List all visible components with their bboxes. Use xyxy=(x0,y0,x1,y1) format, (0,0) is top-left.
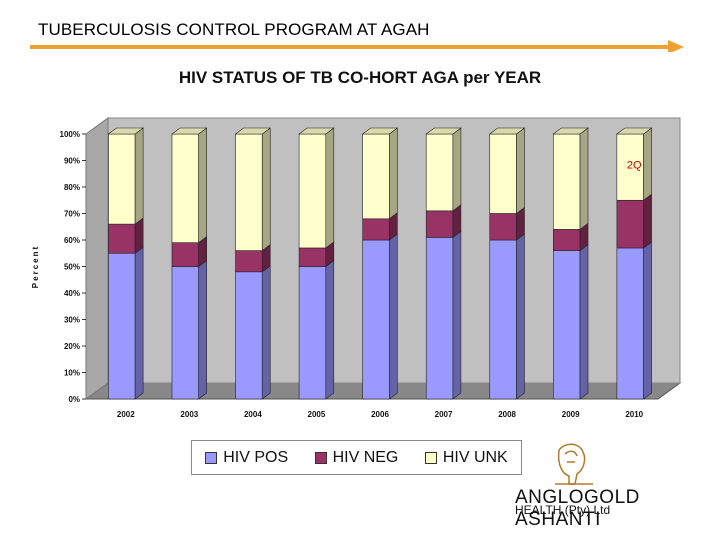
bar-segment xyxy=(553,229,581,251)
bar-segment xyxy=(425,210,454,238)
bar-segment xyxy=(489,239,517,400)
x-tick-label: 2006 xyxy=(371,410,389,419)
company-name-part1: ANGLOGOLD xyxy=(515,487,640,508)
legend-item-hiv-unk: HIV UNK xyxy=(424,448,508,467)
bar-top xyxy=(107,127,145,135)
bar-chart: 0% 10% 20% 30% 40% 50% 60% 70% 80% 90% 100% Percent… xyxy=(31,117,682,419)
y-tick-label: 90% xyxy=(64,157,80,166)
bar-segment xyxy=(489,133,517,214)
bar-top xyxy=(552,127,589,135)
bar-segment xyxy=(171,266,199,400)
x-tick-label: 2005 xyxy=(308,410,326,419)
bar-segment xyxy=(108,133,136,225)
bar-segment-side xyxy=(452,127,462,212)
bar-segment-side xyxy=(261,127,271,252)
legend-label: HIV POS xyxy=(223,448,289,466)
bar-top xyxy=(425,127,462,135)
page-title: TUBERCULOSIS CONTROL PROGRAM AT AGAH xyxy=(38,20,430,39)
x-tick-label: 2008 xyxy=(498,410,516,419)
company-name: ANGLOGOLD ASHANTI xyxy=(515,487,720,531)
bar-segment xyxy=(362,239,390,400)
bar-segment-side xyxy=(134,127,144,225)
bar-segment xyxy=(298,266,327,400)
x-tick-label: 2002 xyxy=(117,410,135,419)
x-tick-label: 2007 xyxy=(435,410,453,419)
bar-segment-side xyxy=(643,241,652,400)
x-tick-label: 2004 xyxy=(244,410,262,419)
bar-segment xyxy=(108,252,136,400)
bar-segment-side xyxy=(198,127,207,244)
chart-title: HIV STATUS OF TB CO-HORT AGA per YEAR xyxy=(178,68,542,87)
y-tick-label: 20% xyxy=(64,342,80,351)
bar-segment-side xyxy=(389,233,398,400)
bar-segment-side xyxy=(643,127,652,201)
bar-segment-side xyxy=(579,244,589,400)
bar-segment-side xyxy=(579,127,589,230)
bar-segment xyxy=(171,133,199,243)
y-tick-label: 50% xyxy=(64,263,80,272)
y-tick-label: 0% xyxy=(68,395,80,404)
legend-item-hiv-pos: HIV POS xyxy=(205,449,288,467)
bar-segment xyxy=(616,247,644,400)
bar-segment-side xyxy=(198,259,207,400)
bar-segment xyxy=(298,247,327,267)
chart-annotation: 2Q xyxy=(627,159,642,171)
y-tick-label: 40% xyxy=(64,289,80,298)
legend-item-hiv-neg: HIV NEG xyxy=(314,448,399,467)
y-tick-label: 30% xyxy=(64,316,80,325)
bar-segment xyxy=(425,237,454,400)
chart-legend: HIV POS HIV NEG HIV UNK xyxy=(191,440,522,475)
bar-segment-side xyxy=(261,265,271,400)
bar-segment-side xyxy=(643,193,652,249)
bar-segment-side xyxy=(325,127,335,249)
bar-segment xyxy=(553,133,581,230)
bar-segment xyxy=(616,199,644,249)
bar-segment xyxy=(235,133,263,251)
legend-label: HIV UNK xyxy=(442,448,508,466)
bar-top xyxy=(488,127,526,135)
company-name-part2: ASHANTI xyxy=(515,509,601,530)
bar-segment xyxy=(298,133,327,249)
y-tick-label: 10% xyxy=(64,369,80,378)
lion-logo-icon xyxy=(555,443,593,485)
bar-segment-side xyxy=(516,233,525,400)
y-tick-label: 80% xyxy=(64,183,80,192)
bar-segment xyxy=(362,133,390,220)
bar-segment xyxy=(553,250,581,400)
legend-swatch xyxy=(314,451,327,464)
bar-top xyxy=(171,127,208,135)
y-tick-label: 70% xyxy=(64,210,80,219)
x-tick-label: 2003 xyxy=(180,410,198,419)
plot-side-wall xyxy=(85,117,109,400)
company-subtitle: HEALTH (Pty) Ltd xyxy=(515,503,611,517)
bar-segment xyxy=(235,250,263,273)
bar-segment-side xyxy=(134,246,144,400)
bar-segment xyxy=(108,223,136,254)
y-tick-label: 60% xyxy=(64,236,80,245)
y-axis-label: Percent xyxy=(31,245,40,288)
bar-top xyxy=(298,127,335,135)
x-tick-label: 2009 xyxy=(562,410,580,419)
bar-segment xyxy=(489,213,517,241)
x-tick-label: 2010 xyxy=(625,410,643,419)
bar-segment xyxy=(235,271,263,400)
y-tick-label: 100% xyxy=(60,130,80,139)
bar-segment xyxy=(362,218,390,241)
legend-swatch xyxy=(424,451,437,464)
legend-label: HIV NEG xyxy=(332,448,399,466)
bar-segment-side xyxy=(452,230,462,400)
bar-segment xyxy=(171,242,199,267)
bar-segment-side xyxy=(389,127,398,220)
bar-segment-side xyxy=(325,259,335,400)
bar-segment-side xyxy=(516,127,525,215)
title-underline-arrow xyxy=(30,40,684,52)
legend-swatch xyxy=(205,451,218,464)
bar-segment xyxy=(425,133,454,212)
bar-top xyxy=(234,127,272,135)
bar-top xyxy=(615,127,653,135)
bar-top xyxy=(361,127,399,135)
